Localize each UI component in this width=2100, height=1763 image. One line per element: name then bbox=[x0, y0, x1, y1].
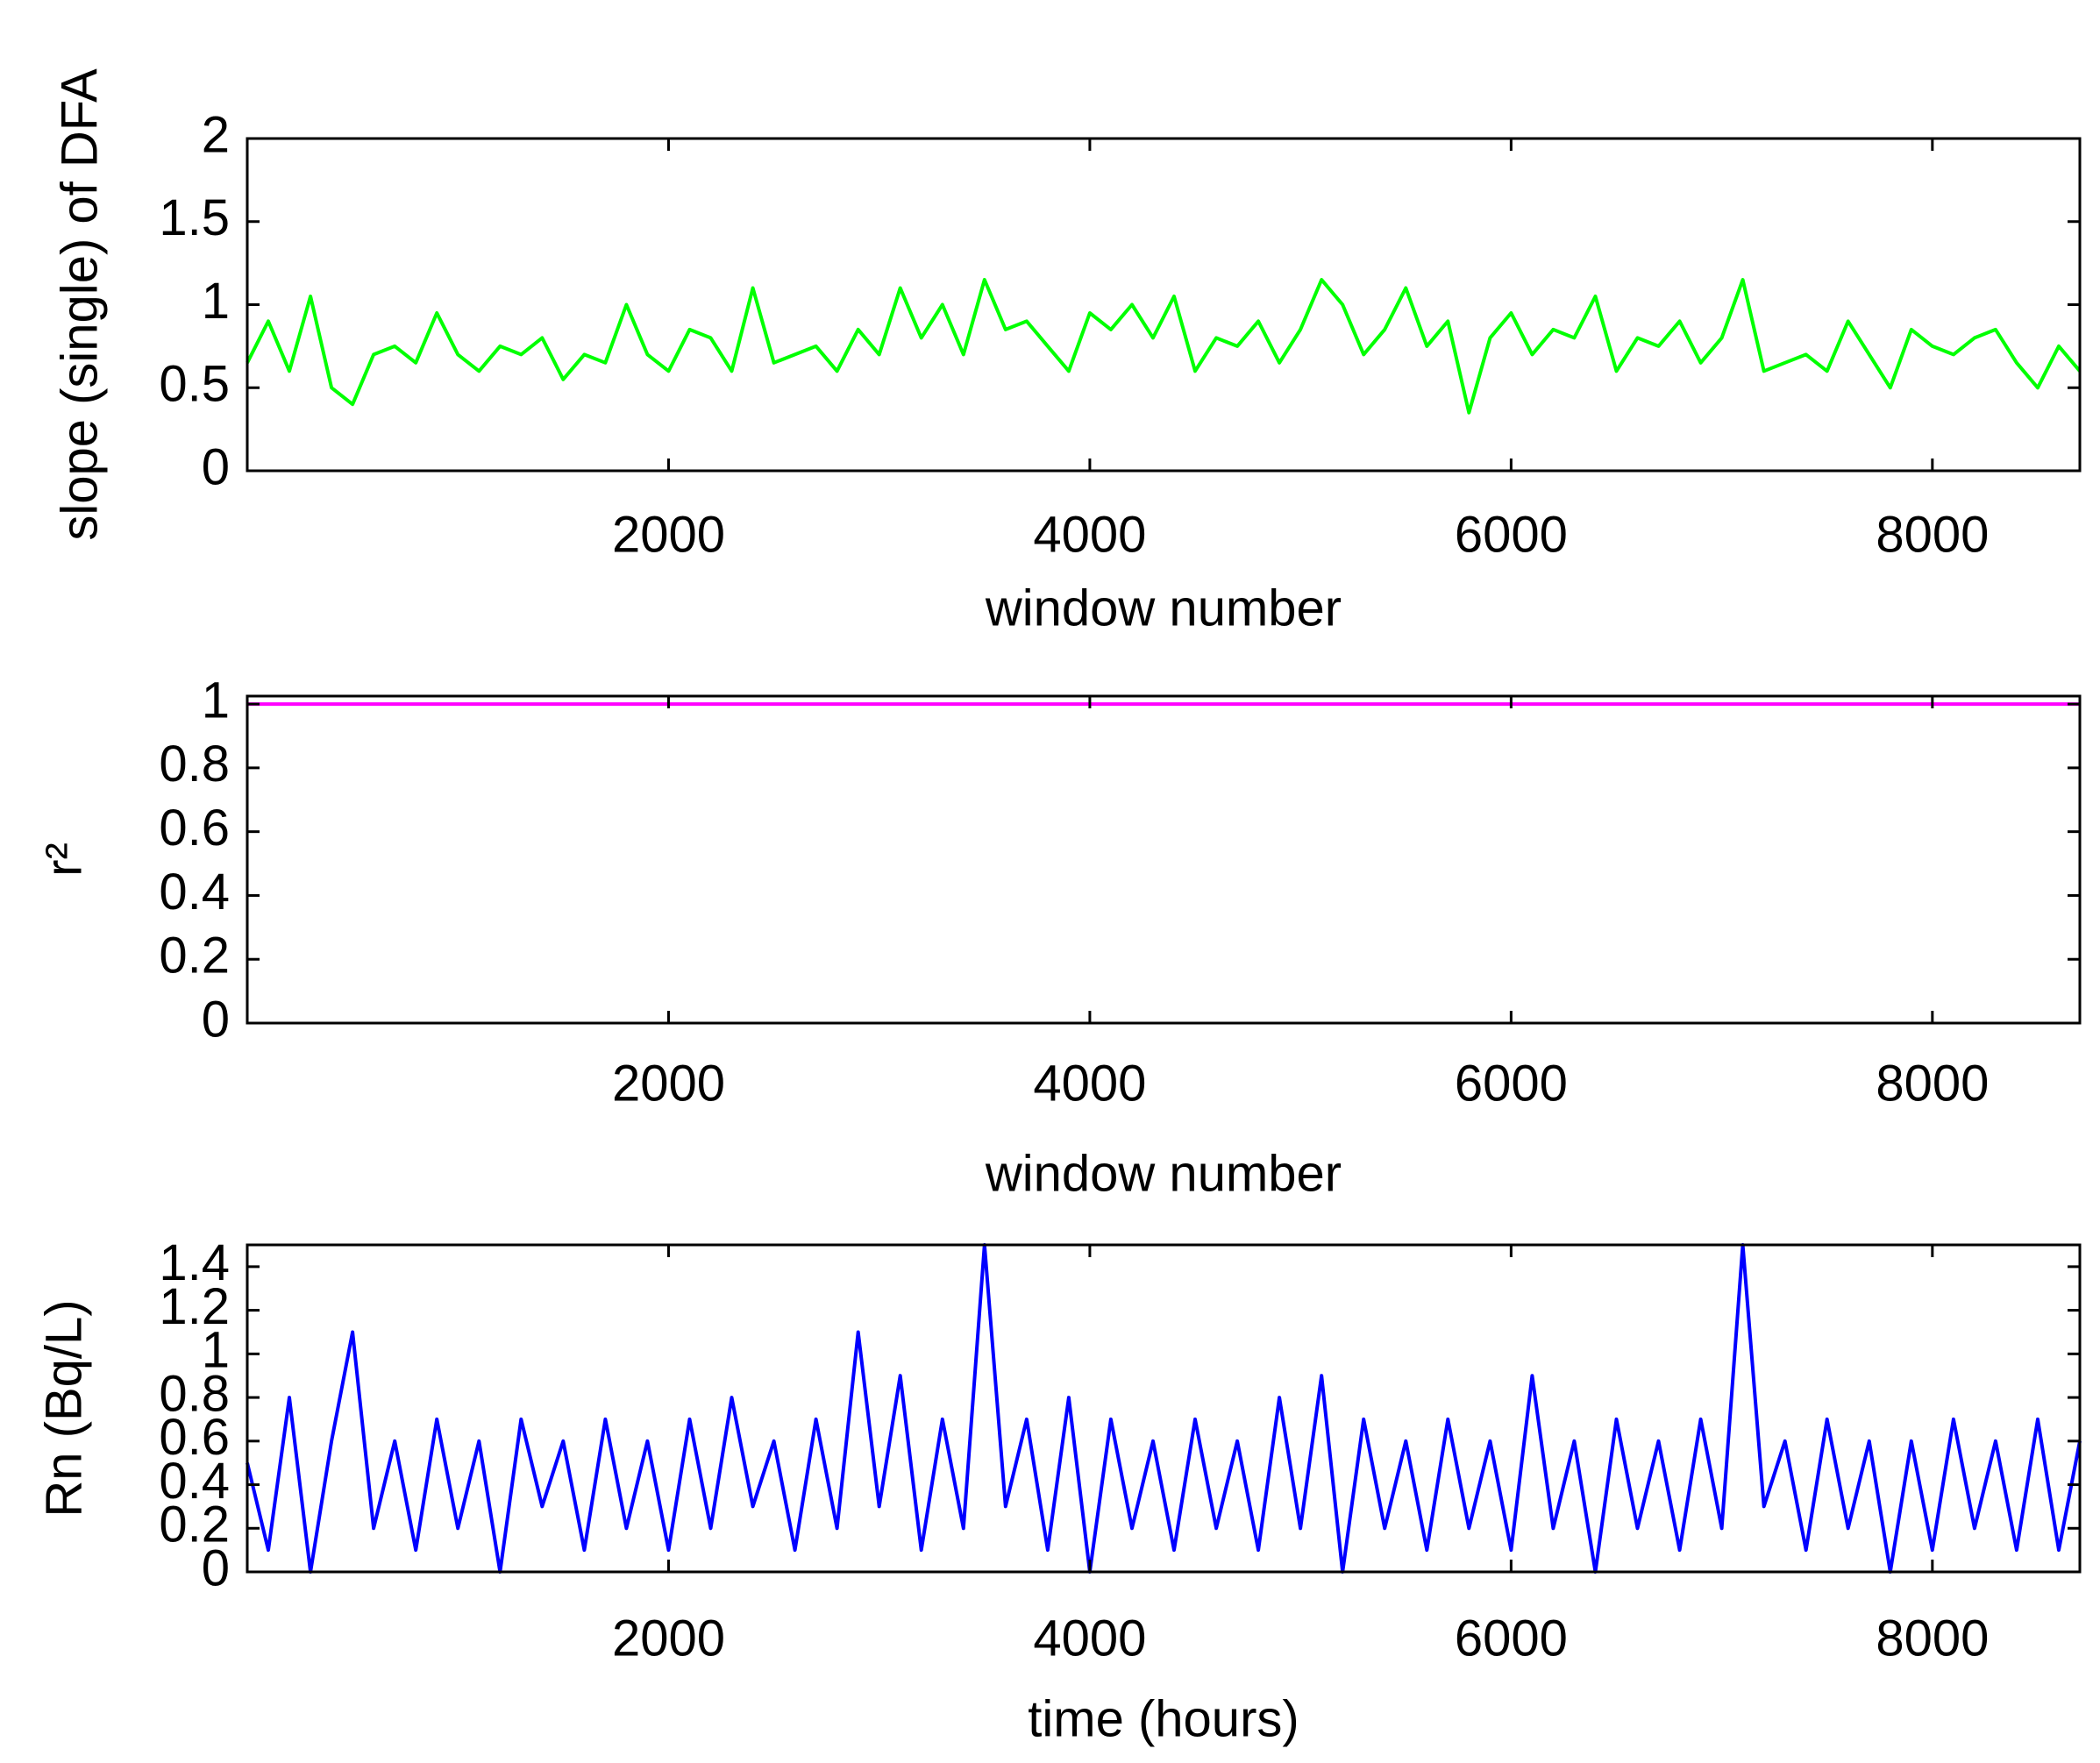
x-tick-label: 8000 bbox=[1876, 1055, 1989, 1112]
data-line bbox=[246, 278, 2082, 415]
y-tick-label: 1 bbox=[202, 1322, 230, 1379]
y-tick-label: 1.5 bbox=[159, 189, 230, 246]
x-tick-label: 6000 bbox=[1455, 506, 1568, 563]
y-tick-label: 2 bbox=[202, 106, 230, 163]
y-axis-label: slope (single) of DFA bbox=[51, 68, 108, 541]
y-tick-label: 0.6 bbox=[159, 1409, 230, 1466]
y-tick-label: 1 bbox=[202, 273, 230, 330]
x-tick-label: 6000 bbox=[1455, 1610, 1568, 1667]
x-tick-label: 8000 bbox=[1876, 506, 1989, 563]
x-tick-label: 4000 bbox=[1033, 1055, 1146, 1112]
y-tick-label: 1.4 bbox=[159, 1234, 230, 1291]
y-tick-label: 0.8 bbox=[159, 736, 230, 793]
x-tick-label: 2000 bbox=[612, 506, 725, 563]
y-tick-label: 0 bbox=[202, 1539, 230, 1596]
y-tick-label: 0.8 bbox=[159, 1365, 230, 1422]
x-axis-label: time (hours) bbox=[1028, 1690, 1299, 1747]
y-axis-label: r² bbox=[35, 842, 92, 877]
x-axis-label: window number bbox=[985, 579, 1342, 636]
y-tick-label: 0.4 bbox=[159, 864, 230, 921]
y-tick-label: 0 bbox=[202, 438, 230, 495]
plot-frame bbox=[246, 694, 2082, 1025]
y-tick-label: 0 bbox=[202, 991, 230, 1048]
y-tick-label: 1.2 bbox=[159, 1278, 230, 1335]
x-tick-label: 2000 bbox=[612, 1610, 725, 1667]
y-tick-label: 0.2 bbox=[159, 1496, 230, 1553]
plot-frame bbox=[246, 137, 2082, 473]
y-tick-label: 0.2 bbox=[159, 928, 230, 985]
plot-frame bbox=[246, 1243, 2082, 1574]
x-tick-label: 2000 bbox=[612, 1055, 725, 1112]
x-tick-label: 6000 bbox=[1455, 1055, 1568, 1112]
y-tick-label: 1 bbox=[202, 672, 230, 729]
x-tick-label: 8000 bbox=[1876, 1610, 1989, 1667]
y-axis-label: Rn (Bq/L) bbox=[35, 1299, 92, 1517]
x-tick-label: 4000 bbox=[1033, 1610, 1146, 1667]
y-tick-label: 0.5 bbox=[159, 356, 230, 413]
y-tick-label: 0.4 bbox=[159, 1453, 230, 1510]
x-axis-label: window number bbox=[985, 1145, 1342, 1202]
y-tick-label: 0.6 bbox=[159, 800, 230, 857]
x-tick-label: 4000 bbox=[1033, 506, 1146, 563]
data-line bbox=[246, 1243, 2082, 1574]
